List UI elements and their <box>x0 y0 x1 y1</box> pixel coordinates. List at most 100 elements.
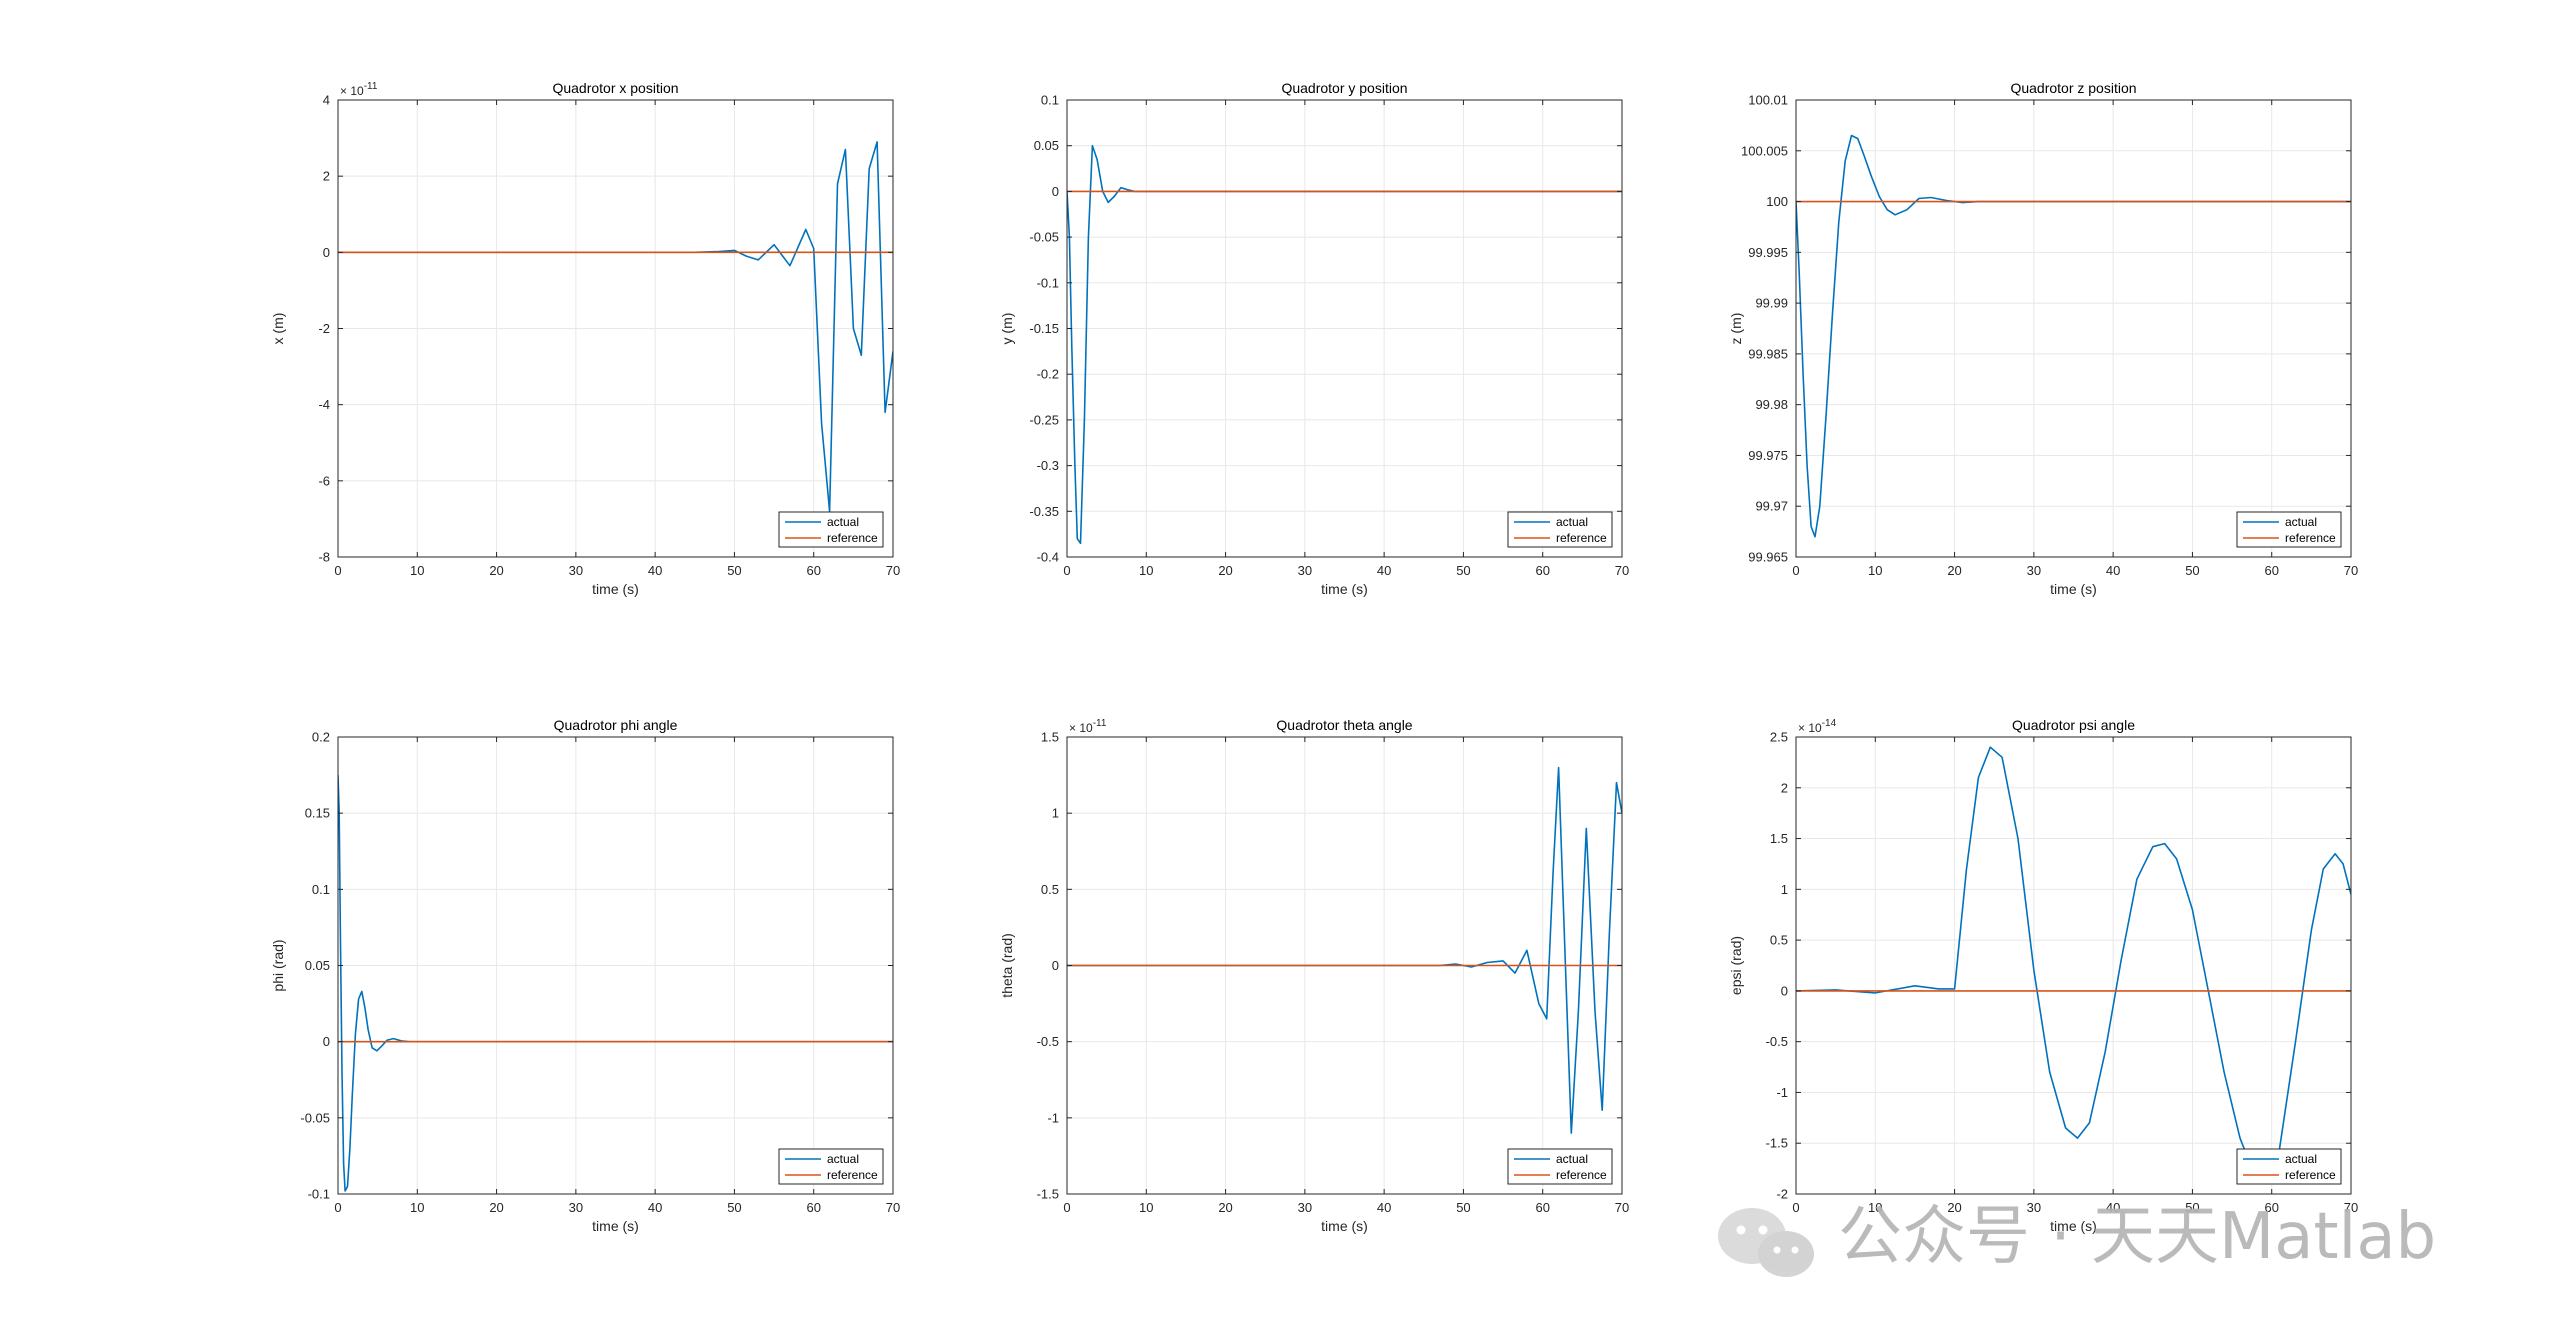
x-tick-label: 30 <box>1298 1200 1312 1215</box>
legend-label-reference: reference <box>827 1168 878 1182</box>
y-tick-label: -0.1 <box>1037 275 1059 290</box>
y-tick-label: 99.97 <box>1755 499 1788 514</box>
chart-title: Quadrotor y position <box>1281 80 1407 96</box>
x-tick-label: 70 <box>886 1200 900 1215</box>
x-tick-label: 50 <box>1456 563 1470 578</box>
x-tick-label: 10 <box>1139 1200 1153 1215</box>
legend-label-actual: actual <box>827 1152 859 1166</box>
x-tick-label: 50 <box>2185 563 2199 578</box>
y-tick-label: -0.5 <box>1037 1034 1059 1049</box>
legend: actual reference <box>2236 511 2342 548</box>
y-tick-label: 4 <box>323 93 330 108</box>
legend: actual reference <box>1507 511 1613 548</box>
wechat-logo-icon <box>1718 1208 1814 1277</box>
x-tick-label: 40 <box>1377 1200 1391 1215</box>
y-tick-label: 0 <box>1052 184 1059 199</box>
y-tick-label: -0.35 <box>1029 504 1059 519</box>
y-tick-label: 2 <box>1781 780 1788 795</box>
y-tick-label: -6 <box>318 473 330 488</box>
chart-title: Quadrotor theta angle <box>1276 717 1412 733</box>
axis-exponent: × 10-14 <box>1798 718 1837 735</box>
legend-box <box>1507 1148 1613 1185</box>
plot-area <box>1796 100 2351 557</box>
y-tick-label: 0.5 <box>1770 933 1788 948</box>
x-tick-label: 40 <box>648 563 662 578</box>
y-tick-label: 0.05 <box>1034 138 1059 153</box>
legend-label-actual: actual <box>827 515 859 529</box>
x-tick-label: 20 <box>489 563 503 578</box>
y-axis-label: phi (rad) <box>270 939 286 991</box>
x-axis-label: time (s) <box>592 1218 639 1234</box>
x-tick-label: 50 <box>1456 1200 1470 1215</box>
series-line-actual <box>1067 144 1622 545</box>
x-tick-label: 0 <box>1792 563 1799 578</box>
x-tick-label: 40 <box>648 1200 662 1215</box>
y-tick-label: -0.05 <box>300 1110 330 1125</box>
series-line-actual <box>1796 134 2351 538</box>
y-tick-label: -0.25 <box>1029 412 1059 427</box>
x-tick-label: 20 <box>1218 1200 1232 1215</box>
x-tick-label: 0 <box>1063 1200 1070 1215</box>
subplot-1: 0 10 20 30 40 50 60 70 -8 -6 -4 -2 0 2 4 × 10-11 Quadrot… <box>270 80 900 597</box>
y-tick-label: 0.5 <box>1041 882 1059 897</box>
y-tick-label: 1.5 <box>1770 831 1788 846</box>
x-tick-label: 20 <box>1947 1200 1961 1215</box>
legend-box <box>778 1148 884 1185</box>
subplot-5: 0 10 20 30 40 50 60 70 -1.5 -1 -0.5 0 0.5 1 1.5 × 10-11… <box>999 717 1629 1234</box>
y-tick-label: 0 <box>1781 983 1788 998</box>
y-tick-label: 0.05 <box>305 958 330 973</box>
x-tick-label: 40 <box>1377 563 1391 578</box>
y-tick-label: -0.5 <box>1766 1034 1788 1049</box>
x-tick-label: 70 <box>1615 563 1629 578</box>
x-tick-label: 0 <box>1792 1200 1799 1215</box>
legend-label-reference: reference <box>1556 531 1607 545</box>
y-tick-label: 1 <box>1052 806 1059 821</box>
y-tick-label: -0.4 <box>1037 550 1059 565</box>
y-tick-label: -1.5 <box>1766 1136 1788 1151</box>
y-tick-label: 100.005 <box>1741 143 1788 158</box>
x-axis-label: time (s) <box>592 581 639 597</box>
watermark-text: 公众号 · 天天Matlab <box>1838 1200 2436 1274</box>
legend-label-actual: actual <box>1556 1152 1588 1166</box>
y-tick-label: 100 <box>1766 194 1788 209</box>
chart-title: Quadrotor z position <box>2010 80 2136 96</box>
x-tick-label: 20 <box>489 1200 503 1215</box>
x-tick-label: 20 <box>1218 563 1232 578</box>
x-tick-label: 10 <box>1868 1200 1882 1215</box>
x-tick-label: 40 <box>2106 1200 2120 1215</box>
y-tick-label: 0 <box>323 245 330 260</box>
y-tick-label: -8 <box>318 550 330 565</box>
y-tick-label: 2 <box>323 169 330 184</box>
y-tick-label: -2 <box>318 321 330 336</box>
y-tick-label: 99.965 <box>1748 550 1788 565</box>
y-tick-label: 99.98 <box>1755 397 1788 412</box>
subplot-6: 0 10 20 30 40 50 60 70 -2 -1.5 -1 -0.5 0 0.5 1 1.5 2 2.5 ×… <box>1728 717 2358 1234</box>
y-tick-label: 100.01 <box>1748 93 1788 108</box>
chart-title: Quadrotor x position <box>552 80 678 96</box>
y-tick-label: -0.15 <box>1029 321 1059 336</box>
exponent-base: × 10 <box>1069 721 1093 735</box>
y-tick-label: -0.05 <box>1029 230 1059 245</box>
legend: actual reference <box>1507 1148 1613 1185</box>
watermark: 公众号 · 天天Matlab <box>1700 1190 2540 1290</box>
legend-label-reference: reference <box>1556 1168 1607 1182</box>
x-tick-label: 10 <box>410 1200 424 1215</box>
legend-label-reference: reference <box>2285 531 2336 545</box>
y-axis-label: theta (rad) <box>999 933 1015 998</box>
legend-box <box>2236 511 2342 548</box>
x-tick-label: 60 <box>1535 1200 1549 1215</box>
y-tick-label: 1.5 <box>1041 730 1059 745</box>
legend-box <box>1507 511 1613 548</box>
y-axis-label: x (m) <box>270 313 286 345</box>
axes-box <box>1795 736 2352 1195</box>
x-tick-label: 70 <box>886 563 900 578</box>
y-tick-label: -1 <box>1776 1085 1788 1100</box>
axis-exponent: × 10-11 <box>340 81 378 98</box>
x-axis-label: time (s) <box>2050 581 2097 597</box>
x-tick-label: 60 <box>2264 563 2278 578</box>
x-tick-label: 50 <box>727 1200 741 1215</box>
exponent-power: -11 <box>1093 718 1107 729</box>
legend-label-actual: actual <box>1556 515 1588 529</box>
x-tick-label: 0 <box>334 563 341 578</box>
